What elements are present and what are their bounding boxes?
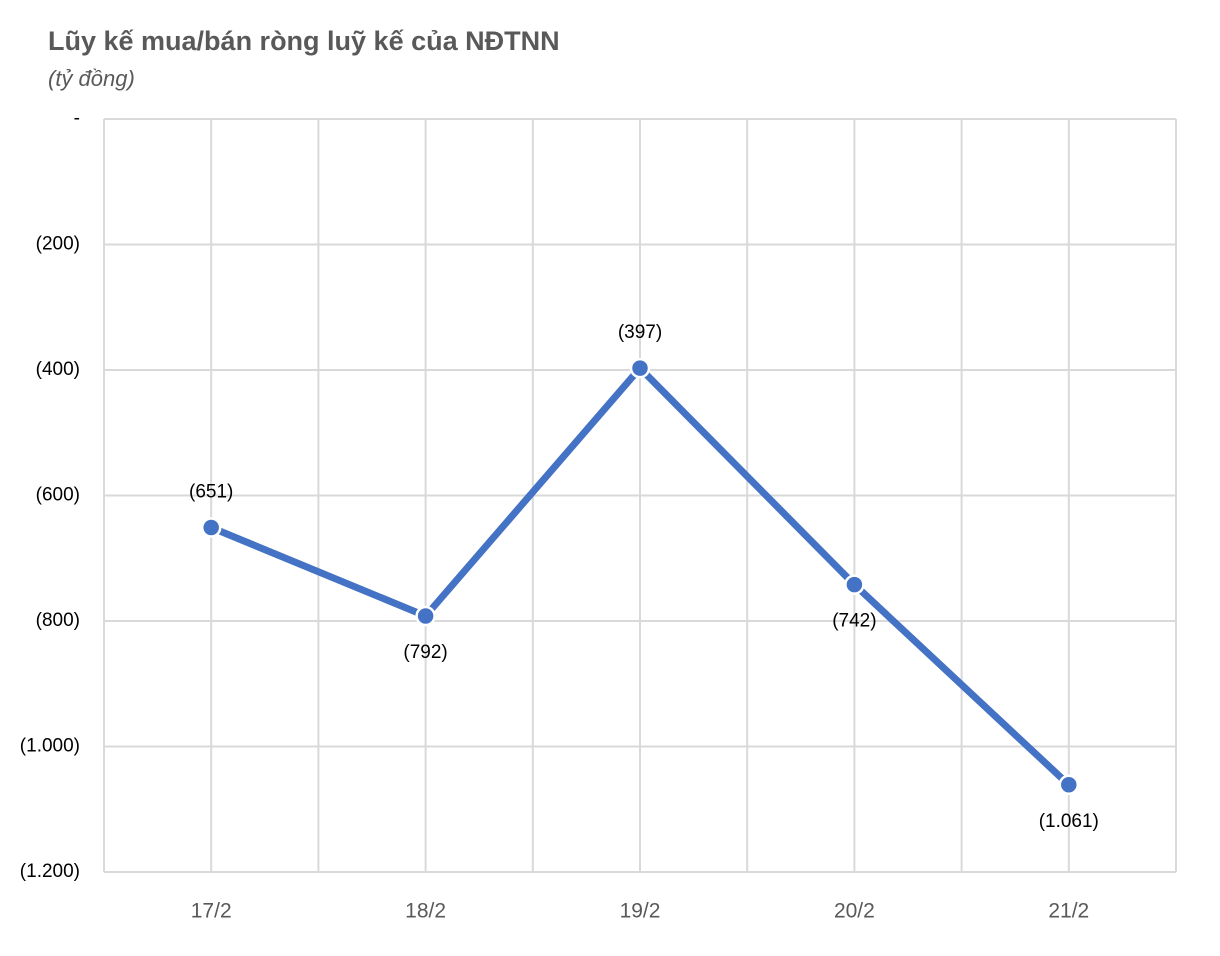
data-point (415, 605, 436, 627)
data-point (629, 357, 651, 379)
data-label: (1.061) (1039, 811, 1099, 832)
x-tick-label: 21/2 (1048, 900, 1089, 923)
data-point (844, 574, 865, 595)
y-tick-label: (800) (36, 610, 80, 631)
x-tick-label: 18/2 (405, 900, 446, 923)
data-label: (397) (618, 322, 662, 343)
x-tick-label: 17/2 (191, 900, 232, 923)
y-tick-label: (1.000) (20, 736, 80, 757)
y-tick-label: - (74, 108, 80, 129)
y-tick-label: (600) (36, 485, 80, 506)
chart-title: Lũy kế mua/bán ròng luỹ kế của NĐTNN (48, 26, 560, 56)
x-tick-label: 20/2 (834, 900, 875, 923)
data-label: (742) (832, 611, 876, 632)
data-label: (651) (189, 482, 233, 503)
x-tick-label: 19/2 (620, 900, 661, 923)
y-tick-label: (1.200) (20, 861, 80, 882)
y-tick-label: (200) (36, 234, 80, 255)
data-point (1058, 774, 1080, 796)
y-tick-label: (400) (36, 359, 80, 380)
data-point (200, 517, 222, 538)
data-label: (792) (403, 642, 447, 663)
chart-subtitle: (tỷ đồng) (48, 66, 135, 91)
